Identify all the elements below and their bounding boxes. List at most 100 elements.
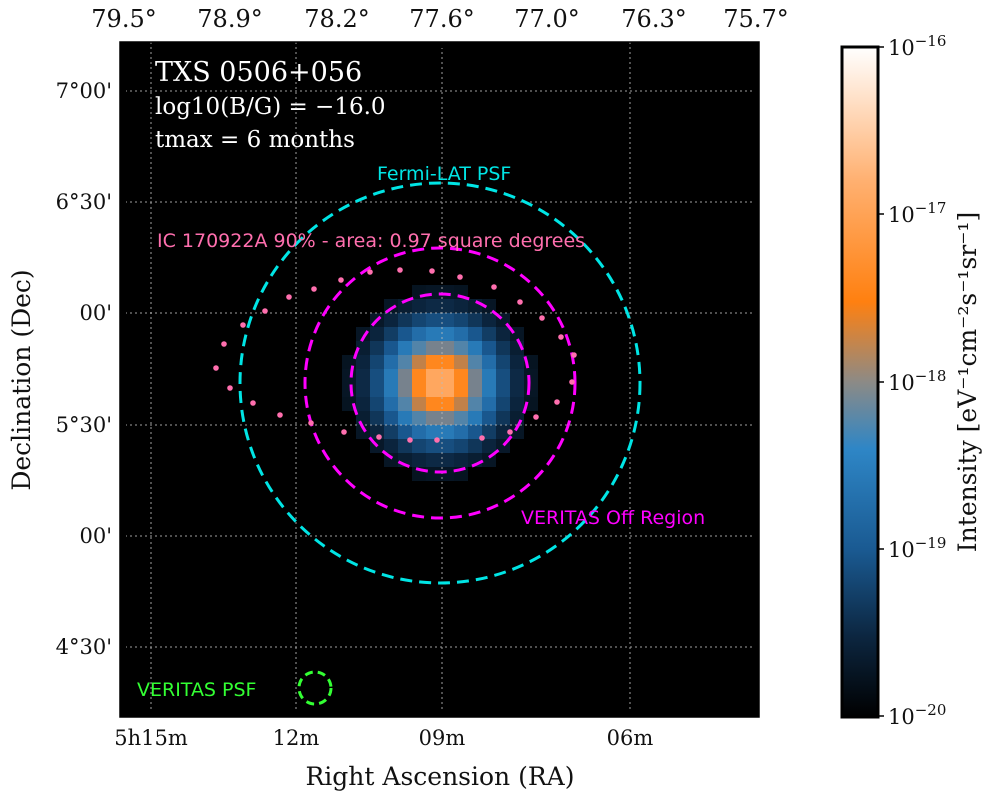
heatmap-cell xyxy=(454,327,468,341)
heatmap-cell xyxy=(426,411,440,425)
heatmap-cell xyxy=(356,341,370,355)
top-tick-label: 75.7° xyxy=(723,5,788,33)
colorbar-tick-labels: 10−20 10−19 10−18 10−17 10−16 xyxy=(888,32,946,729)
heatmap-cell xyxy=(482,397,496,411)
top-tick-label: 79.5° xyxy=(91,5,156,33)
ic-contour-point xyxy=(554,399,560,405)
heatmap-cell xyxy=(440,425,454,439)
heatmap-cell xyxy=(356,369,370,383)
heatmap-cell xyxy=(370,397,384,411)
veritas-psf-circle xyxy=(297,670,333,706)
ic-contour-point xyxy=(507,429,513,435)
heatmap-cell xyxy=(412,327,426,341)
veritas-psf-label: VERITAS PSF xyxy=(137,679,256,701)
heatmap-cell xyxy=(384,425,398,439)
heatmap-cell xyxy=(510,425,524,439)
colorbar-tick-label: 10−17 xyxy=(888,199,946,227)
ic-contour-point xyxy=(457,274,463,280)
heatmap-cell xyxy=(342,383,356,397)
heatmap-cell xyxy=(468,355,482,369)
ic-contour-point xyxy=(491,284,497,290)
heatmap-cell xyxy=(510,369,524,383)
dec-tick-label: 00' xyxy=(80,524,113,548)
ic-contour-point xyxy=(429,268,435,274)
heatmap-cell xyxy=(482,313,496,327)
heatmap-cell xyxy=(440,341,454,355)
heatmap-cell xyxy=(398,369,412,383)
heatmap-cell xyxy=(454,285,468,299)
ic-contour-point xyxy=(397,267,403,273)
heatmap-cell xyxy=(342,397,356,411)
veritas-off-region-label: VERITAS Off Region xyxy=(521,507,705,529)
dec-tick-label: 7°00' xyxy=(56,79,112,103)
ic-contour-point xyxy=(341,429,347,435)
heatmap-cell xyxy=(454,383,468,397)
heatmap-cell xyxy=(356,383,370,397)
heatmap-cell xyxy=(426,397,440,411)
ic-contour-point xyxy=(569,379,575,385)
veritas-off-region-outer xyxy=(303,246,577,520)
heatmap-cell xyxy=(440,313,454,327)
heatmap-cell xyxy=(384,397,398,411)
heatmap-cell xyxy=(468,341,482,355)
ic-contour-point xyxy=(286,294,292,300)
ic-170922a-label: IC 170922A 90% - area: 0.97 square degre… xyxy=(157,230,585,252)
heatmap-cell xyxy=(440,397,454,411)
fermi-lat-psf-label: Fermi-LAT PSF xyxy=(377,163,511,185)
heatmap-cell xyxy=(454,425,468,439)
heatmap-cell xyxy=(468,369,482,383)
heatmap-cell xyxy=(440,369,454,383)
heatmap-cell xyxy=(468,425,482,439)
heatmap-cell xyxy=(398,341,412,355)
heatmap-cell xyxy=(412,425,426,439)
heatmap-cell xyxy=(426,425,440,439)
heatmap-cell xyxy=(482,341,496,355)
ic-contour-point xyxy=(311,286,317,292)
heatmap-cell xyxy=(370,355,384,369)
heatmap-cell xyxy=(426,355,440,369)
heatmap-cell xyxy=(482,425,496,439)
ic-contour-point xyxy=(221,341,227,347)
heatmap-cell xyxy=(412,299,426,313)
y-axis-title: Declination (Dec) xyxy=(7,269,36,490)
tick-marks xyxy=(120,42,759,717)
heatmap-cell xyxy=(342,369,356,383)
heatmap-cell xyxy=(412,383,426,397)
heatmap-cell xyxy=(454,355,468,369)
heatmap-cell xyxy=(468,299,482,313)
dec-tick-label: 5°30' xyxy=(56,413,112,437)
heatmap-cell xyxy=(468,313,482,327)
ic-contour-point xyxy=(558,334,564,340)
ic-contour-point xyxy=(434,437,440,443)
colorbar-tick-label: 10−18 xyxy=(888,367,946,395)
heatmap-cell xyxy=(412,313,426,327)
heatmap-cell xyxy=(384,383,398,397)
heatmap-cell xyxy=(482,411,496,425)
heatmap-cell xyxy=(496,369,510,383)
heatmap-cell xyxy=(440,355,454,369)
heatmap-cell xyxy=(454,411,468,425)
heatmap-cell xyxy=(384,369,398,383)
heatmap-cell xyxy=(426,383,440,397)
heatmap-cell xyxy=(384,327,398,341)
ic-contour-point xyxy=(262,308,268,314)
heatmap-cell xyxy=(426,299,440,313)
heatmap-cell xyxy=(496,327,510,341)
dec-tick-label: 00' xyxy=(80,301,113,325)
veritas-off-region-inner xyxy=(349,292,531,474)
heatmap-cell xyxy=(482,327,496,341)
bottom-tick-label: 5h15m xyxy=(114,726,188,750)
ic-contour-point xyxy=(277,412,283,418)
heatmap-cell xyxy=(398,439,412,453)
ic-170922a-contour xyxy=(213,267,577,443)
ic-contour-point xyxy=(479,435,485,441)
heatmap-cell xyxy=(440,411,454,425)
top-tick-label: 78.9° xyxy=(197,5,262,33)
heatmap-cell xyxy=(398,355,412,369)
heatmap-cell xyxy=(454,313,468,327)
heatmap-cell xyxy=(496,355,510,369)
ic-contour-point xyxy=(227,385,233,391)
heatmap-cell xyxy=(468,327,482,341)
tmax-label: tmax = 6 months xyxy=(155,127,355,153)
heatmap-cell xyxy=(440,383,454,397)
